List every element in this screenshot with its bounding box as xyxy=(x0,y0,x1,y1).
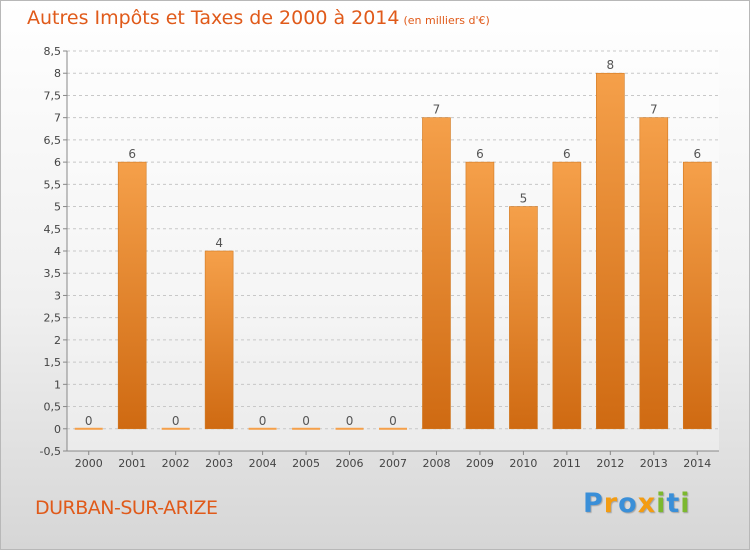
data-label: 0 xyxy=(172,414,180,428)
logo-letter: t xyxy=(666,488,681,519)
y-tick-label: 1,5 xyxy=(44,356,62,369)
x-tick-label: 2008 xyxy=(422,457,450,470)
y-tick-label: 6,5 xyxy=(44,134,62,147)
chart-title-text: Autres Impôts et Taxes de 2000 à 2014 xyxy=(27,7,400,29)
x-tick-label: 2004 xyxy=(249,457,277,470)
y-tick-label: 7,5 xyxy=(44,89,62,102)
data-label: 6 xyxy=(128,147,136,161)
logo-letter: o xyxy=(618,488,638,519)
y-tick-label: 4 xyxy=(54,245,61,258)
x-tick-label: 2003 xyxy=(205,457,233,470)
bar xyxy=(204,250,234,430)
data-label: 8 xyxy=(607,58,615,72)
logo-letter: i xyxy=(656,488,667,519)
bar xyxy=(248,427,277,430)
chart-subtitle: (en milliers d'€) xyxy=(403,14,490,27)
bar xyxy=(509,206,538,430)
x-tick-label: 2006 xyxy=(336,457,364,470)
logo-letter: P xyxy=(583,488,604,519)
x-tick-label: 2013 xyxy=(640,457,668,470)
bar xyxy=(161,427,190,430)
x-tick-label: 2001 xyxy=(118,457,146,470)
x-tick-label: 2000 xyxy=(75,457,103,470)
bar xyxy=(379,427,407,430)
y-tick-label: 0 xyxy=(54,423,61,436)
data-label: 7 xyxy=(433,103,441,117)
data-label: 0 xyxy=(346,414,354,428)
data-label: 0 xyxy=(85,414,93,428)
x-tick-label: 2007 xyxy=(379,457,407,470)
data-label: 6 xyxy=(563,147,571,161)
data-label: 0 xyxy=(389,414,397,428)
y-tick-label: 2,5 xyxy=(44,312,62,325)
data-label: 6 xyxy=(476,147,484,161)
data-label: 0 xyxy=(259,414,267,428)
y-tick-label: -0,5 xyxy=(40,445,61,458)
y-tick-label: 5,5 xyxy=(44,178,62,191)
x-tick-label: 2011 xyxy=(553,457,581,470)
y-tick-label: 8 xyxy=(54,67,61,80)
x-tick-label: 2012 xyxy=(596,457,624,470)
y-tick-label: 1 xyxy=(54,378,61,391)
bar xyxy=(465,161,495,430)
data-label: 7 xyxy=(650,103,658,117)
bar xyxy=(422,117,451,430)
bar xyxy=(639,117,669,430)
y-tick-label: 8,5 xyxy=(44,45,62,58)
x-tick-label: 2002 xyxy=(162,457,190,470)
proxiti-logo: Proxiti xyxy=(583,488,691,519)
y-tick-label: 7 xyxy=(54,112,61,125)
y-tick-label: 6 xyxy=(54,156,61,169)
y-tick-label: 2 xyxy=(54,334,61,347)
x-tick-label: 2014 xyxy=(683,457,711,470)
x-tick-label: 2009 xyxy=(466,457,494,470)
bar xyxy=(335,427,364,430)
bar xyxy=(596,72,625,430)
data-label: 0 xyxy=(302,414,310,428)
y-tick-label: 4,5 xyxy=(44,223,62,236)
data-label: 6 xyxy=(693,147,701,161)
x-tick-label: 2010 xyxy=(509,457,537,470)
commune-name: DURBAN-SUR-ARIZE xyxy=(35,497,218,519)
logo-letter: i xyxy=(680,488,691,519)
data-label: 4 xyxy=(215,236,223,250)
data-label: 5 xyxy=(520,192,528,206)
logo-letter: r xyxy=(603,488,619,519)
bar xyxy=(292,427,321,430)
bar xyxy=(117,161,147,430)
logo-letter: x xyxy=(637,488,657,519)
bar xyxy=(74,427,103,430)
bar xyxy=(552,161,582,430)
bar xyxy=(682,161,712,430)
y-tick-label: 3,5 xyxy=(44,267,62,280)
x-tick-label: 2005 xyxy=(292,457,320,470)
y-tick-label: 3 xyxy=(54,289,61,302)
chart-title: Autres Impôts et Taxes de 2000 à 2014 (en… xyxy=(27,7,490,29)
y-tick-label: 5 xyxy=(54,201,61,214)
y-tick-label: 0,5 xyxy=(44,401,62,414)
